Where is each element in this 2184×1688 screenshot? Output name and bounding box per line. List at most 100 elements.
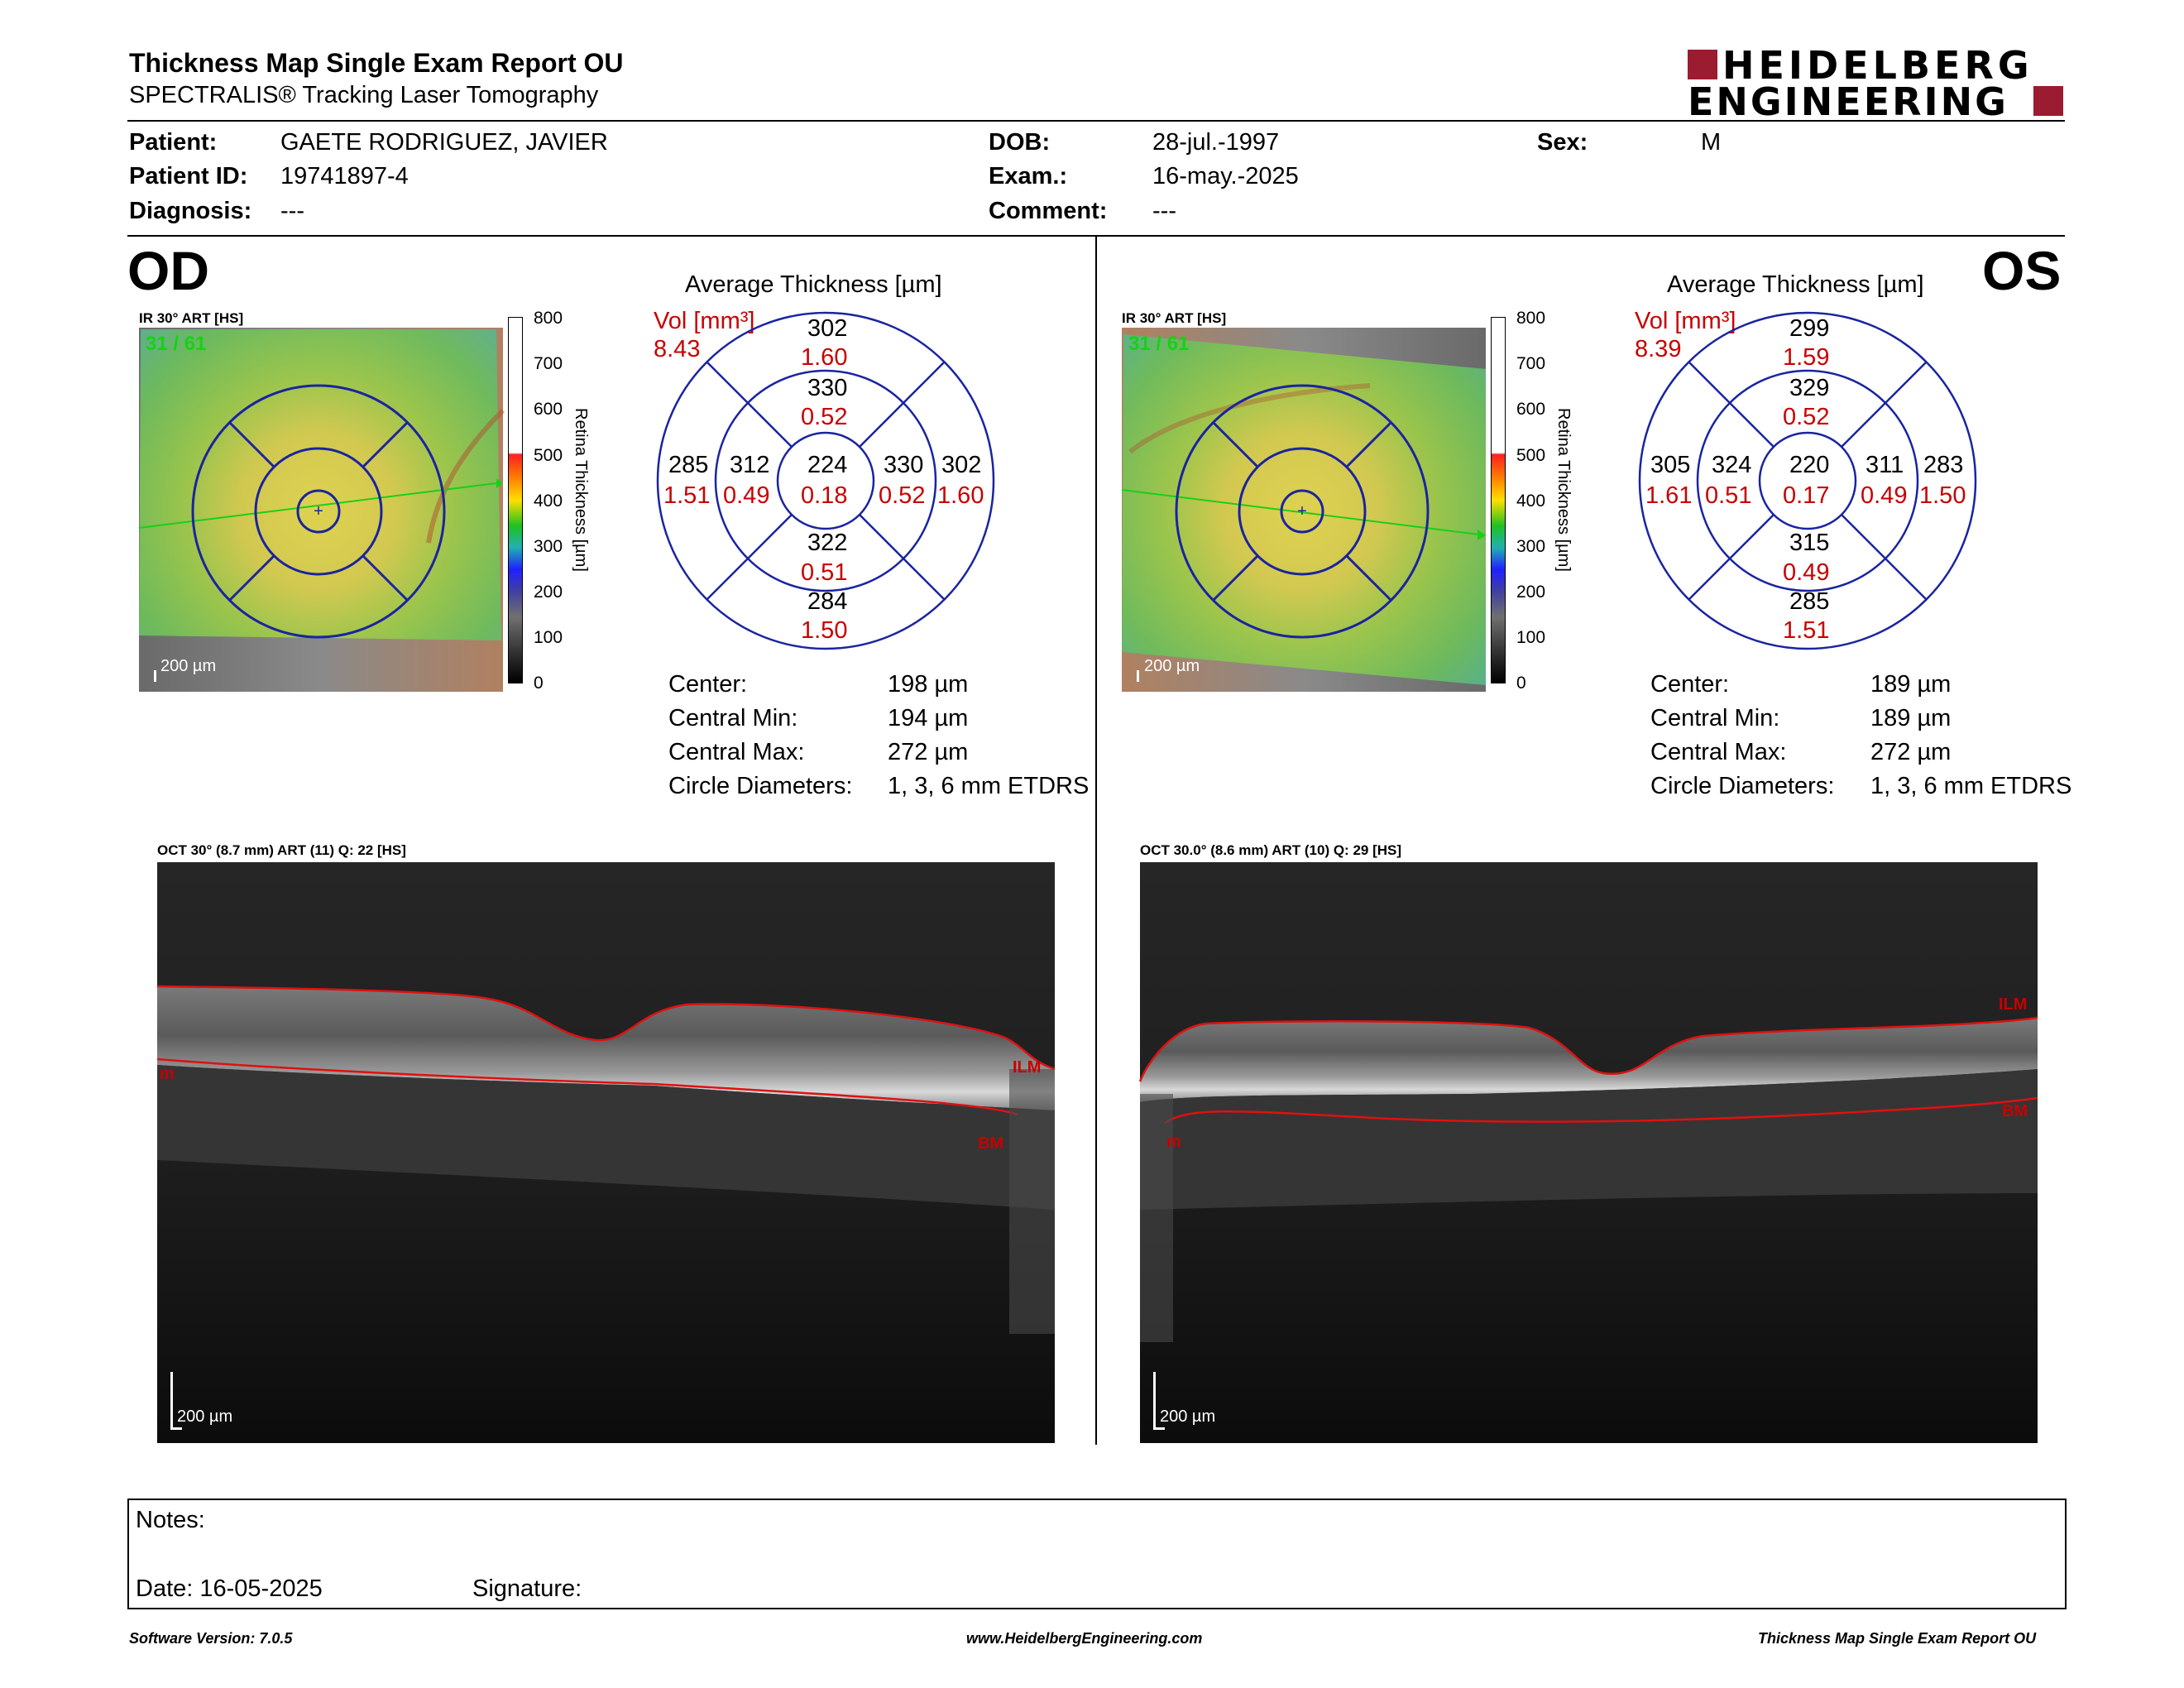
footer-report: Thickness Map Single Exam Report OU (1758, 1630, 2037, 1647)
os-center-v: 0.17 (1783, 482, 1830, 509)
od-inner-left-v: 0.49 (723, 482, 770, 509)
os-thickness-map: + (1121, 328, 1486, 692)
os-inner-top-t: 329 (1789, 375, 1830, 401)
os-inner-left-v: 0.51 (1705, 482, 1752, 509)
dob-label: DOB: (989, 129, 1051, 156)
od-optic-shadow (1009, 1069, 1055, 1334)
od-inner-right-v: 0.52 (879, 482, 926, 509)
tick: 500 (1516, 446, 1546, 465)
tick: 0 (1516, 674, 1526, 693)
os-inner-right-t: 311 (1866, 452, 1904, 478)
od-stat-value: 1, 3, 6 mm ETDRS (888, 773, 1090, 799)
od-scale-bar (154, 670, 156, 682)
logo-square-2 (2033, 86, 2063, 116)
os-oct-scale-bar (1153, 1372, 1156, 1430)
os-scale-bar (1137, 670, 1139, 682)
od-outer-left-t: 285 (668, 452, 709, 478)
os-etdrs-overlay (1175, 384, 1430, 639)
tick: 700 (1516, 354, 1546, 373)
os-vol-label: Vol [mm³] (1635, 308, 1736, 334)
od-choroid (157, 1065, 1055, 1210)
comment-value: --- (1152, 198, 1176, 224)
os-outer-left-v: 1.61 (1645, 482, 1693, 509)
os-retina-layers (1140, 1018, 2038, 1102)
od-bm-label: BM (978, 1134, 1004, 1153)
od-oct-scale-bar (170, 1372, 173, 1430)
tick: 800 (534, 309, 563, 328)
od-outer-top-v: 1.60 (801, 344, 848, 371)
od-oct-label: OCT 30° (8.7 mm) ART (11) Q: 22 [HS] (157, 842, 406, 858)
os-bm-line (1164, 1096, 2038, 1125)
od-colorbar (508, 317, 523, 683)
od-ilm-label: ILM (1013, 1058, 1042, 1077)
tick: 200 (534, 583, 563, 602)
center-divider (1095, 237, 1097, 1445)
notes-box[interactable]: Notes: Date: 16-05-2025 Signature: (127, 1499, 2067, 1609)
report-title: Thickness Map Single Exam Report OU (129, 48, 624, 78)
os-oct-scan (1138, 862, 2038, 1443)
os-outer-top-t: 299 (1789, 315, 1830, 342)
os-stat-label: Central Min: (1650, 705, 1780, 731)
patient-label: Patient: (129, 129, 218, 156)
os-center-mark: + (1297, 502, 1307, 520)
signature-label: Signature: (472, 1575, 582, 1602)
od-thickness-overlay (139, 329, 501, 640)
od-retina-layers (157, 986, 1055, 1110)
footer-url[interactable]: www.HeidelbergEngineering.com (966, 1630, 1203, 1647)
os-bm-label: BM (2002, 1102, 2028, 1120)
sex-value: M (1701, 129, 1722, 156)
header-rule (127, 120, 2065, 122)
od-outer-top-t: 302 (807, 315, 848, 342)
os-stat-label: Circle Diameters: (1650, 773, 1835, 799)
os-stat-value: 189 µm (1870, 671, 1952, 698)
od-oct-scale-label: 200 µm (177, 1407, 233, 1426)
os-optic-shadow (1140, 1094, 1173, 1342)
os-stat-value: 1, 3, 6 mm ETDRS (1870, 773, 2072, 799)
footer-software: Software Version: 7.0.5 (129, 1630, 293, 1647)
od-ir-label: IR 30° ART [HS] (139, 310, 244, 326)
os-vol-value: 8.39 (1635, 336, 1682, 362)
patient-value: GAETE RODRIGUEZ, JAVIER (280, 129, 608, 156)
od-colorbar-title: Retina Thickness [µm] (572, 408, 590, 572)
od-inner-top-t: 330 (807, 375, 848, 401)
od-ilm-line (156, 985, 1056, 1071)
tick: 100 (1516, 628, 1546, 647)
os-colorbar-ticks: 800 700 600 500 400 300 200 100 0 (1512, 309, 1546, 693)
patient-id-label: Patient ID: (129, 163, 248, 189)
os-stat-label: Center: (1650, 671, 1730, 698)
report-subtitle: SPECTRALIS® Tracking Laser Tomography (129, 82, 599, 108)
tick: 600 (534, 400, 563, 419)
od-avg-title: Average Thickness [µm] (685, 271, 942, 298)
od-outer-right-v: 1.60 (937, 482, 984, 509)
od-inner-left-t: 312 (730, 452, 770, 478)
logo-text-engineering: ENGINEERING (1688, 79, 2009, 124)
diagnosis-value: --- (280, 198, 304, 224)
os-oct-label: OCT 30.0° (8.6 mm) ART (10) Q: 29 [HS] (1140, 842, 1402, 858)
os-outer-bottom-t: 285 (1789, 588, 1830, 615)
os-stat-value: 272 µm (1870, 739, 1952, 765)
patient-id-value: 19741897-4 (280, 163, 409, 189)
od-colorbar-ticks: 800 700 600 500 400 300 200 100 0 (529, 309, 563, 692)
os-outer-bottom-v: 1.51 (1783, 617, 1830, 644)
od-scan-arrow (496, 478, 503, 488)
od-oct-scale-tick (170, 1427, 182, 1430)
notes-label: Notes: (136, 1507, 205, 1533)
exam-label: Exam.: (989, 163, 1068, 189)
os-ir-label: IR 30° ART [HS] (1122, 310, 1227, 326)
od-thickness-map: + (138, 328, 505, 692)
od-oct-scan (156, 862, 1056, 1443)
os-vessel (1128, 383, 1371, 454)
os-center-t: 220 (1789, 452, 1830, 478)
od-vessel (426, 408, 505, 544)
os-outer-top-v: 1.59 (1783, 344, 1830, 371)
od-stat-label: Central Max: (668, 739, 805, 765)
od-etdrs-overlay (191, 384, 446, 639)
tick: 200 (1516, 583, 1546, 602)
diagnosis-label: Diagnosis: (129, 198, 252, 224)
os-stat-label: Central Max: (1650, 739, 1787, 765)
od-center-mark: + (314, 502, 323, 520)
od-vol-label: Vol [mm³] (654, 308, 755, 334)
od-stat-label: Circle Diameters: (668, 773, 853, 799)
os-choroid (1140, 1069, 2038, 1210)
tick: 400 (534, 492, 563, 511)
